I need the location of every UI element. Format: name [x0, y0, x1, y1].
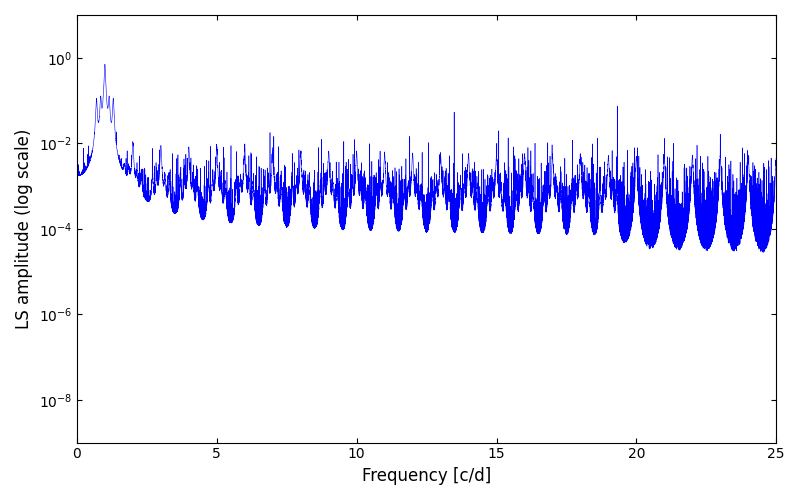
Y-axis label: LS amplitude (log scale): LS amplitude (log scale)	[15, 128, 33, 329]
X-axis label: Frequency [c/d]: Frequency [c/d]	[362, 467, 491, 485]
